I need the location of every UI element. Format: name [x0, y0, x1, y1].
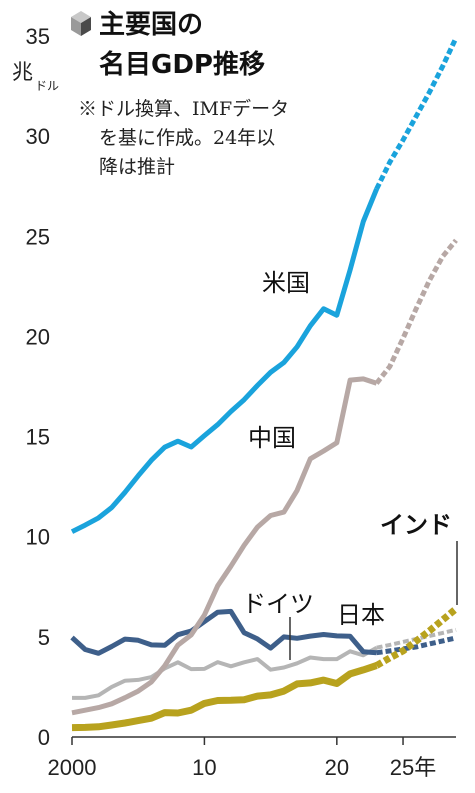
series-projection-line-4	[374, 606, 459, 669]
title-icon	[71, 11, 91, 36]
y-tick-label: 35	[26, 24, 50, 49]
x-axis-ticks: 2000 10 20 25年	[48, 737, 436, 780]
series-layer	[70, 36, 459, 732]
y-tick-label: 0	[38, 725, 50, 750]
source-note-line2: を基に作成。24年以	[99, 127, 275, 149]
chart-title-line1: 主要国の	[99, 10, 203, 40]
y-tick-label: 20	[26, 324, 50, 349]
series-line-4	[71, 662, 378, 732]
y-unit-label: 兆	[12, 60, 33, 84]
series-line-1	[71, 376, 378, 716]
source-note-line1: ※ドル換算、IMFデータ	[78, 98, 289, 120]
series-projection-line-3	[376, 635, 457, 656]
y-tick-label: 25	[26, 224, 50, 249]
x-tick-label: 10	[192, 755, 216, 780]
chart-title-line2: 名目GDP推移	[99, 49, 265, 80]
series-label-germany: ドイツ	[242, 590, 314, 618]
series-label-china: 中国	[248, 424, 296, 452]
series-projection-line-1	[374, 238, 458, 385]
y-tick-label: 30	[26, 124, 50, 149]
series-label-india: インド	[380, 511, 452, 539]
y-tick-label: 5	[38, 625, 50, 650]
y-tick-label: 10	[26, 525, 50, 550]
series-line-2	[72, 645, 378, 700]
series-label-japan: 日本	[337, 601, 385, 629]
x-tick-label: 20	[325, 755, 349, 780]
series-line-0	[70, 188, 379, 534]
series-label-us: 米国	[262, 269, 310, 297]
y-axis-ticks: 0 5 10 15 20 25 30 35	[26, 24, 50, 750]
y-tick-label: 15	[26, 425, 50, 450]
source-note-line3: 降は推計	[99, 156, 175, 178]
y-unit-sub-label: ドル	[35, 79, 59, 93]
x-tick-label: 2000	[48, 755, 97, 780]
x-tick-label: 25年	[390, 755, 436, 780]
series-line-3	[70, 608, 377, 656]
series-projection-line-0	[374, 36, 459, 191]
